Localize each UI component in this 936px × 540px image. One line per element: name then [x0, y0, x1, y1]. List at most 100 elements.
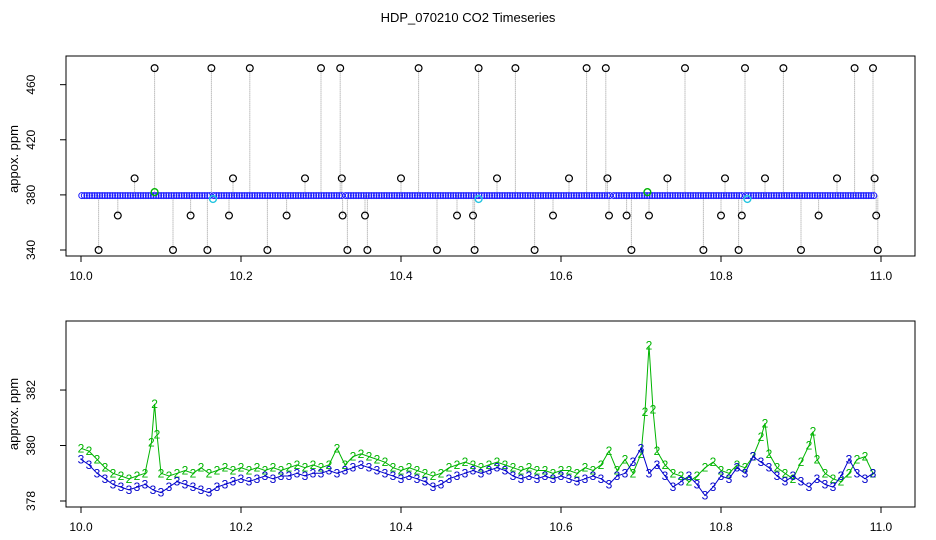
series-2-point: 2 [118, 469, 125, 483]
spike-point [453, 211, 462, 220]
series-2-point: 2 [142, 466, 149, 480]
series-3-point: 3 [446, 472, 453, 486]
baseline-point [124, 192, 132, 200]
baseline-point [765, 192, 773, 200]
series-2-point: 2 [638, 447, 645, 461]
series-2-point: 2 [390, 461, 397, 475]
series-2-point: 2 [270, 461, 277, 475]
series-3-point: 3 [526, 469, 533, 483]
series-3-point: 3 [222, 477, 229, 491]
baseline-point [330, 192, 338, 200]
baseline-point [342, 192, 350, 200]
baseline-point [467, 192, 475, 200]
series-3-point: 3 [574, 475, 581, 489]
series-3-point: 3 [438, 477, 445, 491]
baseline-point [352, 192, 360, 200]
baseline-point [788, 192, 796, 200]
series-2-point: 2 [726, 466, 733, 480]
baseline-point [620, 192, 628, 200]
baseline-point [424, 192, 432, 200]
series-2-point: 2 [246, 463, 253, 477]
baseline-point [106, 192, 114, 200]
series-2-point: 2 [86, 444, 93, 458]
baseline-point [532, 192, 540, 200]
baseline-point [790, 192, 798, 200]
series-2-point: 2 [550, 466, 557, 480]
baseline-point [233, 192, 241, 200]
baseline-point [401, 192, 409, 200]
baseline-point [778, 192, 786, 200]
baseline-point [83, 192, 91, 200]
series-2-point: 2 [598, 458, 605, 472]
series-2-point: 2 [526, 461, 533, 475]
baseline-point [625, 192, 633, 200]
spike-point [603, 174, 612, 183]
series-3-point: 3 [702, 488, 709, 502]
baseline-point [465, 192, 473, 200]
series-2-point: 2 [838, 475, 845, 489]
series-3-point: 3 [846, 452, 853, 466]
baseline-point [633, 192, 641, 200]
series-2-point: 2 [702, 461, 709, 475]
baseline-point [375, 192, 383, 200]
spike-point [225, 211, 234, 220]
series-3-point: 3 [454, 469, 461, 483]
series-2-point: 2 [342, 458, 349, 472]
series-3-point: 3 [158, 486, 165, 500]
baseline-point [728, 192, 736, 200]
baseline-point [585, 192, 593, 200]
spike-point [868, 64, 877, 73]
baseline-point [775, 192, 783, 200]
series-3-point: 3 [518, 472, 525, 486]
series-2-point: 2 [494, 455, 501, 469]
baseline-point [388, 192, 396, 200]
bottom-panel-axes: 10.0 10.2 10.4 10.6 10.8 11.0 378 380 382 [24, 320, 916, 534]
baseline-point [808, 192, 816, 200]
series-3-point: 3 [262, 469, 269, 483]
baseline-point [867, 192, 875, 200]
baseline-point [284, 192, 292, 200]
baseline-point [844, 192, 852, 200]
top-panel-plot-frame [65, 55, 916, 257]
baseline-point [699, 192, 707, 200]
series-2-point: 2 [222, 461, 229, 475]
baseline-point [643, 192, 651, 200]
baseline-point [307, 192, 315, 200]
baseline-point [865, 192, 873, 200]
baseline-point [598, 192, 606, 200]
baseline-point [702, 192, 710, 200]
series-2-point: 2 [870, 466, 877, 480]
baseline-point [317, 192, 325, 200]
series-2-point: 2 [662, 458, 669, 472]
series-2-point: 2 [502, 458, 509, 472]
baseline-point [85, 192, 93, 200]
series-2-point: 2 [742, 461, 749, 475]
baseline-point [697, 192, 705, 200]
series-3-point: 3 [566, 472, 573, 486]
series-2-point: 2 [630, 466, 637, 480]
baseline-point [552, 192, 560, 200]
baseline-point [829, 192, 837, 200]
series-3-point: 3 [742, 466, 749, 480]
series-2-point: 2 [582, 461, 589, 475]
top-panel-xtick-label: 10.6 [549, 269, 573, 283]
spike-point [663, 174, 672, 183]
baseline-point [449, 192, 457, 200]
baseline-point [549, 192, 557, 200]
baseline-point [580, 192, 588, 200]
series-3-point: 3 [86, 458, 93, 472]
baseline-point [783, 192, 791, 200]
baseline-point [656, 192, 664, 200]
baseline-point [444, 192, 452, 200]
spike-point [113, 211, 122, 220]
baseline-point [562, 192, 570, 200]
baseline-point [578, 192, 586, 200]
series-3-point: 3 [806, 480, 813, 494]
baseline-point [116, 192, 124, 200]
baseline-point [157, 192, 165, 200]
baseline-point [462, 192, 470, 200]
top-panel-xtick-label: 10.0 [69, 269, 93, 283]
bottom-panel-xtick-label: 10.4 [389, 520, 413, 534]
series-3-point: 3 [710, 480, 717, 494]
